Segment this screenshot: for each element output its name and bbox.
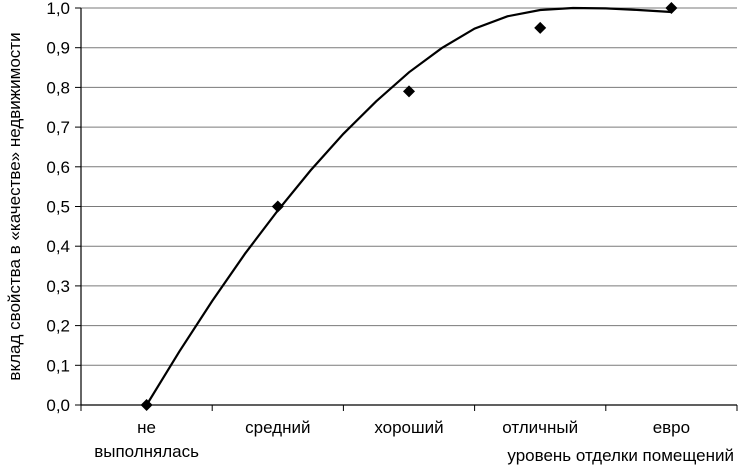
y-tick-label: 0,0: [46, 396, 70, 415]
axes: [75, 7, 738, 411]
x-tick-label: хороший: [374, 418, 443, 437]
y-tick-label: 0,8: [46, 78, 70, 97]
x-tick-label: не: [137, 418, 156, 437]
data-point-diamond: [534, 21, 547, 34]
x-tick-label: средний: [245, 418, 310, 437]
tick-labels: 0,0 0,1 0,2 0,3 0,4 0,5 0,6 0,7 0,8 0,9 1,0 не выпол…: [46, 0, 690, 461]
y-tick-label: 0,6: [46, 158, 70, 177]
x-tick-label: выполнялась: [94, 442, 199, 461]
y-tick-label: 0,9: [46, 39, 70, 58]
data-point-diamond: [665, 2, 678, 14]
y-axis-title: вклад свойства в «качестве» недвижимости: [5, 32, 24, 380]
trendline: [145, 6, 672, 406]
data-point-diamond: [271, 200, 284, 213]
y-tick-label: 0,5: [46, 198, 70, 217]
data-points: [140, 2, 678, 411]
data-point-diamond: [140, 399, 153, 411]
y-tick-label: 0,2: [46, 317, 70, 336]
y-tick-label: 0,3: [46, 277, 70, 296]
x-tick-label: евро: [653, 418, 690, 437]
y-tick-label: 1,0: [46, 0, 70, 18]
y-tick-label: 0,1: [46, 356, 70, 375]
y-tick-label: 0,4: [46, 237, 70, 256]
data-point-diamond: [403, 85, 415, 98]
y-tick-label: 0,7: [46, 118, 70, 137]
gridlines: [81, 7, 737, 366]
x-tick-label: отличный: [502, 418, 578, 437]
x-axis-title: уровень отделки помещений: [507, 446, 734, 465]
